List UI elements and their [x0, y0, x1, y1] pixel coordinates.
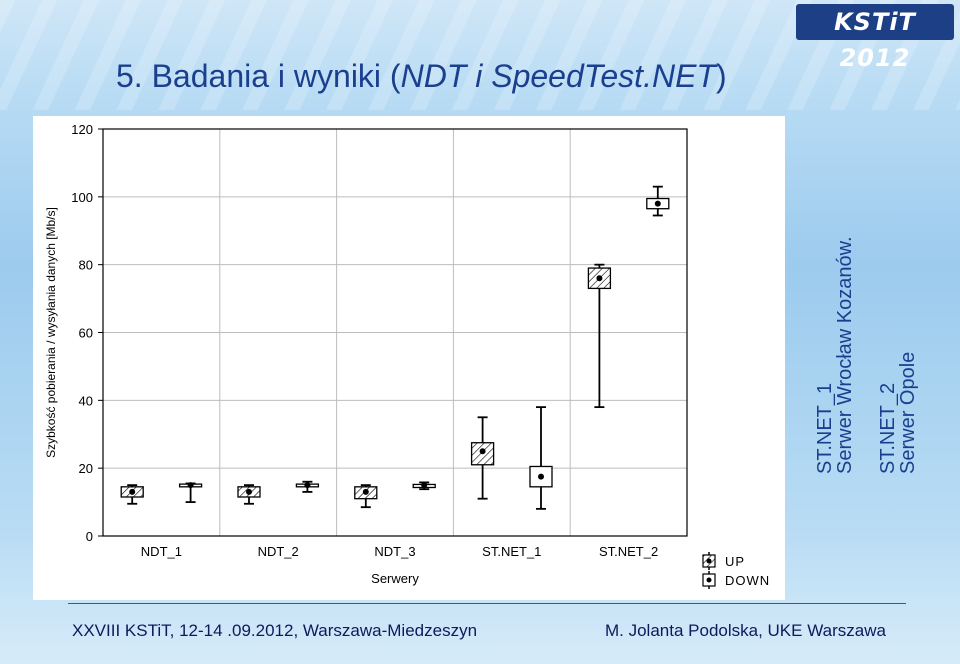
- title-prefix: 5. Badania i wyniki (: [116, 58, 401, 94]
- mean-point: [362, 488, 369, 495]
- title-suffix: ): [715, 58, 727, 94]
- legend-mean-point: [706, 558, 712, 564]
- x-tick-label: NDT_1: [141, 544, 182, 559]
- x-tick-label: ST.NET_2: [599, 544, 658, 559]
- chart-panel: 0 20 40 60 80 100 120 NDT_1 NDT_2 NDT_3 ST.NET_1 ST…: [33, 116, 785, 600]
- side-label-stnet1: ST.NET_1 Serwer Wrocław Kozanów.: [814, 236, 856, 475]
- box-plot-chart: 0 20 40 60 80 100 120 NDT_1 NDT_2 NDT_3 ST.NET_1 ST…: [44, 122, 770, 589]
- mean-point: [479, 448, 486, 455]
- conference-logo: KSTiT 2012: [796, 4, 954, 72]
- mean-point: [538, 473, 544, 480]
- mean-point: [187, 482, 194, 489]
- y-tick-label: 100: [71, 190, 93, 205]
- side-label-stnet1-line1: ST.NET_1: [814, 382, 836, 474]
- side-label-stnet2-line1: ST.NET_2: [877, 382, 899, 474]
- y-axis-title: Szybkość pobierania / wysyłania danych […: [44, 207, 58, 458]
- mean-point: [129, 488, 136, 495]
- mean-point: [654, 200, 661, 207]
- y-tick-label: 20: [79, 461, 93, 476]
- x-tick-label: NDT_3: [374, 544, 415, 559]
- x-axis-title: Serwery: [371, 571, 419, 586]
- mean-point: [421, 482, 428, 489]
- legend-label-up: UP: [725, 554, 745, 569]
- side-label-stnet2: ST.NET_2 Serwer Opole: [877, 351, 919, 474]
- y-tick-label: 0: [86, 529, 93, 544]
- footer-conference: XXVIII KSTiT, 12-14 .09.2012, Warszawa-M…: [72, 621, 478, 640]
- x-tick-label: NDT_2: [258, 544, 299, 559]
- y-tick-label: 80: [79, 258, 93, 273]
- mean-point: [304, 482, 311, 489]
- slide-title: 5. Badania i wyniki (NDT i SpeedTest.NET…: [116, 58, 727, 95]
- y-tick-label: 60: [79, 326, 93, 341]
- x-tick-label: ST.NET_1: [482, 544, 541, 559]
- footer-divider: [68, 603, 906, 604]
- side-label-stnet1-line2: Serwer Wrocław Kozanów.: [834, 236, 856, 475]
- side-label-stnet2-line2: Serwer Opole: [897, 351, 919, 474]
- mean-point: [246, 488, 252, 495]
- y-tick-label: 40: [79, 393, 93, 408]
- legend-label-down: DOWN: [725, 573, 770, 588]
- y-tick-label: 120: [71, 122, 93, 137]
- mean-point: [596, 275, 603, 282]
- footer-author: M. Jolanta Podolska, UKE Warszawa: [605, 621, 886, 640]
- title-italic: NDT i SpeedTest.NET: [400, 58, 716, 94]
- legend-mean-point: [706, 577, 712, 583]
